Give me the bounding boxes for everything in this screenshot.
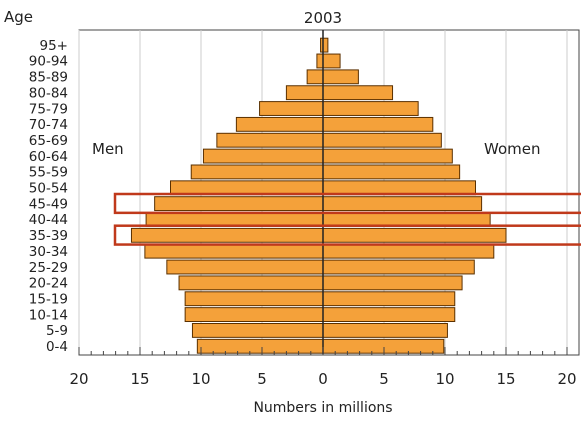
bar-men-0-4 xyxy=(196,338,324,354)
age-group-label: 10-14 xyxy=(29,307,68,323)
age-group-label: 40-44 xyxy=(29,212,68,228)
bar-men-30-34 xyxy=(144,243,324,259)
x-tick-label: 10 xyxy=(435,370,454,388)
bar-women-15-19 xyxy=(322,291,456,307)
bar-women-90-94 xyxy=(322,53,341,69)
bar-men-80-84 xyxy=(285,85,324,101)
age-group-label: 80-84 xyxy=(29,85,68,101)
bar-men-70-74 xyxy=(235,116,324,132)
x-tick-label: 10 xyxy=(191,370,210,388)
highlight-box-45-49 xyxy=(113,192,581,215)
bar-men-5-9 xyxy=(191,323,324,338)
bar-women-25-29 xyxy=(322,259,475,275)
age-group-label: 35-39 xyxy=(29,228,68,244)
bar-men-15-19 xyxy=(184,291,324,307)
age-group-label: 75-79 xyxy=(29,101,68,117)
age-group-label: 5-9 xyxy=(46,323,68,339)
highlight-boxes xyxy=(113,192,581,246)
bar-men-20-24 xyxy=(178,275,324,291)
bar-women-10-14 xyxy=(322,307,456,322)
bar-women-40-44 xyxy=(322,212,491,227)
age-axis-label: Age xyxy=(4,8,33,26)
bar-women-70-74 xyxy=(322,116,434,132)
x-tick-label: 20 xyxy=(557,370,576,388)
bar-men-75-79 xyxy=(259,101,324,116)
age-group-label: 55-59 xyxy=(29,165,68,181)
bar-women-55-59 xyxy=(322,164,461,180)
bar-women-20-24 xyxy=(322,275,463,291)
bar-men-25-29 xyxy=(166,259,324,275)
bar-women-30-34 xyxy=(322,243,495,259)
age-group-label: 90-94 xyxy=(29,54,68,70)
bar-women-65-69 xyxy=(322,132,442,148)
bar-women-0-4 xyxy=(322,338,445,354)
bar-women-5-9 xyxy=(322,323,448,338)
bar-women-50-54 xyxy=(322,180,476,196)
age-group-label: 20-24 xyxy=(29,276,68,292)
bars xyxy=(130,30,507,354)
x-tick-label: 5 xyxy=(257,370,267,388)
highlight-box-35-39 xyxy=(113,224,581,246)
bar-women-85-89 xyxy=(322,69,359,85)
men-label: Men xyxy=(92,140,124,158)
bar-men-10-14 xyxy=(184,307,324,322)
bar-men-40-44 xyxy=(145,212,324,227)
x-axis-ticks: 20 15 10 5 0 5 10 15 20 xyxy=(69,347,579,388)
bar-men-60-64 xyxy=(202,148,324,164)
x-tick-label: 5 xyxy=(379,370,389,388)
age-group-label: 60-64 xyxy=(29,149,68,165)
age-group-label: 30-34 xyxy=(29,244,68,260)
bar-women-45-49 xyxy=(322,196,483,212)
x-tick-label: 20 xyxy=(69,370,88,388)
age-group-label: 85-89 xyxy=(29,70,68,86)
age-group-label: 25-29 xyxy=(29,260,68,276)
age-group-label: 95+ xyxy=(40,38,69,54)
bar-men-90-94 xyxy=(316,53,324,69)
x-tick-label: 0 xyxy=(318,370,328,388)
x-tick-label: 15 xyxy=(496,370,515,388)
bar-women-80-84 xyxy=(322,85,394,101)
age-group-label: 0-4 xyxy=(46,339,68,355)
bar-women-35-39 xyxy=(322,227,507,243)
age-group-label: 50-54 xyxy=(29,181,68,197)
bar-men-55-59 xyxy=(190,164,324,180)
age-group-label: 65-69 xyxy=(29,133,68,149)
bar-women-75-79 xyxy=(322,101,419,116)
x-axis-label: Numbers in millions xyxy=(253,400,392,416)
bar-men-35-39 xyxy=(130,227,324,243)
bar-men-65-69 xyxy=(216,132,324,148)
women-label: Women xyxy=(484,140,540,158)
chart-title: 2003 xyxy=(304,9,342,27)
bar-men-85-89 xyxy=(306,69,324,85)
x-tick-label: 15 xyxy=(130,370,149,388)
age-group-label: 15-19 xyxy=(29,291,68,307)
bar-men-50-54 xyxy=(170,180,324,196)
age-group-labels: 95+90-9485-8980-8475-7970-7465-6960-6455… xyxy=(29,38,68,355)
bar-women-60-64 xyxy=(322,148,453,164)
age-group-label: 70-74 xyxy=(29,117,68,133)
bar-men-45-49 xyxy=(154,196,324,212)
age-group-label: 45-49 xyxy=(29,196,68,212)
